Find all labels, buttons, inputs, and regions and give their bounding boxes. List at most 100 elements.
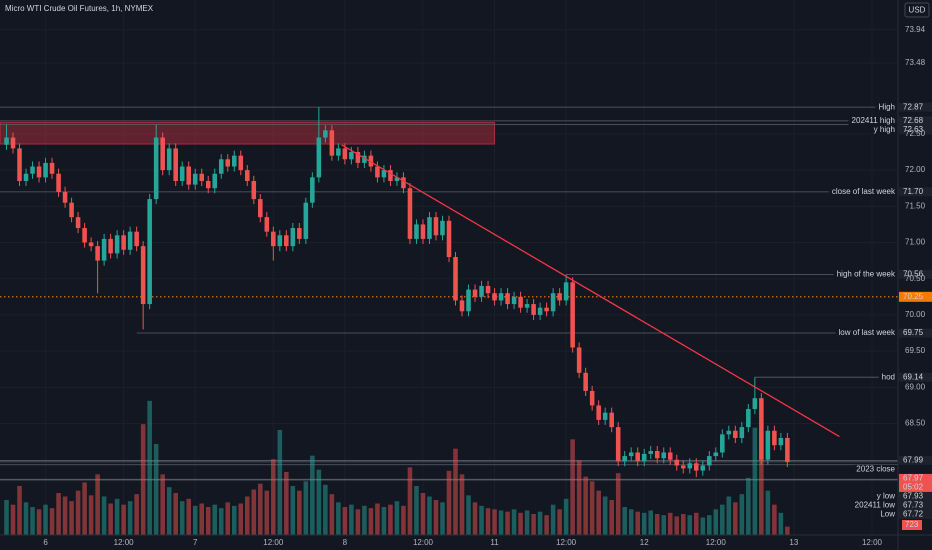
level-price: 70.56	[903, 269, 924, 278]
level-price-box	[899, 102, 932, 112]
volume-bar	[602, 496, 608, 535]
candle-body	[466, 289, 471, 312]
x-tick-label: 12:00	[862, 538, 883, 547]
level-name-box	[848, 116, 898, 126]
x-tick-label: 7	[193, 538, 198, 547]
candle-body	[518, 296, 523, 308]
candle-body	[43, 162, 48, 178]
x-tick-label: 12:00	[413, 538, 434, 547]
volume-bar	[485, 508, 491, 535]
level-name-box	[870, 125, 898, 135]
candle-body	[238, 155, 244, 171]
candle-body	[284, 235, 289, 247]
volume-bar	[205, 507, 211, 535]
x-tick-label: 12	[640, 538, 649, 547]
currency-button[interactable]	[904, 2, 930, 18]
candle-body	[622, 456, 627, 462]
volume-bar	[583, 476, 588, 535]
candle-body	[166, 148, 172, 171]
candle-body	[713, 452, 719, 457]
candle-body	[544, 307, 549, 312]
volume-bar	[30, 507, 35, 535]
volume-bar	[82, 482, 87, 535]
candle-body	[648, 451, 654, 454]
candle-body	[615, 427, 621, 462]
volume-bar	[271, 459, 276, 535]
level-price: 67.73	[903, 501, 924, 510]
volume-bar	[388, 504, 393, 535]
level-name: y low	[877, 492, 895, 501]
volume-bar	[394, 501, 400, 535]
volume-bar	[49, 508, 55, 535]
candle-body	[778, 437, 784, 446]
candle-body	[733, 430, 738, 438]
candle-body	[563, 282, 569, 301]
chart-title: Micro WTI Crude Oil Futures, 1h, NYMEX	[5, 4, 154, 13]
candle-body	[82, 228, 87, 243]
volume-bar	[609, 500, 614, 535]
candle-body	[440, 220, 445, 236]
candle-body	[316, 137, 322, 178]
candle-body	[654, 451, 660, 459]
candle-body	[485, 285, 491, 294]
candle-body	[173, 148, 178, 181]
volume-bar	[667, 512, 673, 535]
volume-label: 723	[905, 520, 919, 529]
candle-body	[531, 304, 536, 315]
candle-body	[114, 235, 120, 254]
candle-body	[401, 177, 406, 189]
trendline	[341, 144, 840, 438]
candle-body	[524, 304, 530, 308]
volume-bar	[596, 490, 601, 535]
volume-bar	[570, 439, 575, 535]
volume-bar	[75, 490, 81, 535]
candle-body	[310, 177, 315, 203]
volume-bar	[765, 490, 771, 535]
candle-body	[433, 217, 439, 236]
volume-bar	[524, 510, 530, 535]
currency-label[interactable]: USD	[909, 6, 926, 15]
volume-bar	[726, 496, 732, 535]
volume-bar	[498, 510, 504, 535]
volume-bar	[778, 512, 784, 535]
level-price: 67.99	[903, 456, 924, 465]
level-name: 202411 high	[852, 116, 895, 125]
volume-bar	[336, 502, 341, 535]
level-price-box	[899, 187, 932, 197]
volume-bar	[186, 498, 191, 535]
volume-bar	[225, 502, 231, 535]
candle-body	[641, 453, 647, 462]
volume-bar	[264, 490, 270, 535]
x-tick-label: 12:00	[114, 538, 135, 547]
volume-bar	[212, 504, 218, 535]
volume-bar	[407, 467, 413, 535]
reference-price-box	[899, 291, 932, 302]
volume-bar	[661, 515, 667, 535]
volume-bar	[218, 508, 224, 535]
level-name: close of last week	[832, 187, 896, 196]
level-price: 71.70	[903, 187, 924, 196]
candle-body	[693, 463, 699, 471]
candle-body	[596, 405, 601, 420]
level-name-box	[853, 464, 898, 474]
level-price: 72.63	[903, 125, 924, 134]
volume-bar	[687, 515, 693, 535]
level-price: 72.87	[903, 102, 924, 111]
volume-bar	[258, 483, 263, 535]
candle-body	[368, 155, 374, 167]
candle-body	[505, 293, 510, 305]
level-price: 69.75	[903, 328, 924, 337]
y-tick-label: 72.50	[905, 129, 926, 138]
candle-body	[49, 162, 55, 174]
volume-bar	[654, 514, 660, 535]
x-tick-label: 11	[490, 538, 499, 547]
volume-bar	[472, 502, 478, 535]
volume-bar	[785, 526, 790, 535]
volume-bar	[4, 500, 9, 535]
volume-bar	[140, 424, 146, 535]
level-price: 67.72	[903, 510, 924, 519]
volume-bar	[62, 496, 68, 535]
volume-bar	[713, 509, 719, 535]
candle-body	[479, 285, 484, 297]
volume-bar	[342, 507, 348, 535]
